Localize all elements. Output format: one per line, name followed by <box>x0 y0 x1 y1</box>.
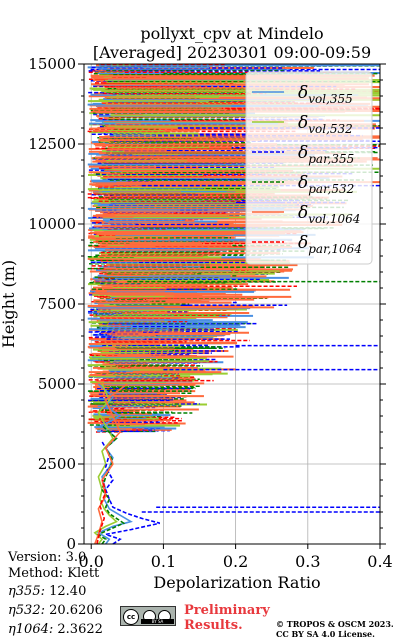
eta355-label: η355: <box>8 584 45 599</box>
version-label: Version: 3.0 <box>8 550 87 565</box>
series-line-par355 <box>101 441 161 545</box>
y-tick-label: 0 <box>66 535 76 553</box>
series-line-par1064 <box>96 479 107 545</box>
eta532-value: 20.6206 <box>49 603 103 618</box>
y-tick-label: 12500 <box>28 135 76 153</box>
y-axis-label: Height (m) <box>0 260 18 348</box>
x-axis-label: Depolarization Ratio <box>153 573 320 592</box>
cc-license-icon: cc BY SA <box>120 606 176 626</box>
eta355-row: η355: 12.40 <box>8 584 86 600</box>
legend-subscript-par532: par,532 <box>308 182 354 196</box>
cc-icon: cc <box>123 609 139 625</box>
x-tick-label: 0.3 <box>295 552 320 571</box>
copyright-line-2: CC BY SA 4.0 License. <box>276 629 375 639</box>
x-tick-label: 0.4 <box>367 552 392 571</box>
legend-subscript-vol532: vol,532 <box>308 122 353 136</box>
y-tick-label: 10000 <box>28 215 76 233</box>
series-line-vol1064 <box>94 383 128 545</box>
eta355-value: 12.40 <box>49 584 87 599</box>
axes: 0.0 0.1 0.2 0.3 0.4 0 2500 5000 7500 10000 12500 15… <box>0 55 393 592</box>
eta1064-label: η1064: <box>8 622 54 637</box>
legend-subscript-par355: par,355 <box>308 152 354 166</box>
noise-layer <box>87 63 380 433</box>
legend-subscript-par1064: par,1064 <box>308 242 362 256</box>
x-tick-label: 0.0 <box>78 552 103 571</box>
x-tick-label: 0.1 <box>151 552 176 571</box>
y-tick-label: 2500 <box>38 455 76 473</box>
legend-subscript-vol1064: vol,1064 <box>308 212 360 226</box>
legend-box <box>245 71 373 265</box>
legend-subscript-vol355: vol,355 <box>308 92 353 106</box>
chart-title-line-2: [Averaged] 20230301 09:00-09:59 <box>92 43 372 62</box>
license-badge-label: BY SA <box>141 619 174 624</box>
eta532-row: η532: 20.6206 <box>8 603 103 619</box>
method-label: Method: Klett <box>8 566 100 581</box>
x-tick-label: 0.2 <box>223 552 248 571</box>
y-tick-label: 7500 <box>38 295 76 313</box>
copyright-line-1: © TROPOS & OSCM 2023. <box>276 619 394 629</box>
preliminary-line-2: Results. <box>184 618 243 633</box>
copyright-notice: © TROPOS & OSCM 2023. CC BY SA 4.0 Licen… <box>276 619 394 639</box>
eta532-label: η532: <box>8 603 45 618</box>
preliminary-results: Preliminary Results. <box>184 603 270 633</box>
legend: δvol,355δvol,532δpar,355δpar,532δvol,106… <box>245 71 373 265</box>
chart-title-line-1: pollyxt_cpv at Mindelo <box>140 24 324 43</box>
y-tick-label: 15000 <box>28 55 76 73</box>
eta1064-row: η1064: 2.3622 <box>8 622 103 638</box>
y-tick-label: 5000 <box>38 375 76 393</box>
preliminary-line-1: Preliminary <box>184 603 270 618</box>
eta1064-value: 2.3622 <box>57 622 103 637</box>
series-line-vol355 <box>96 383 133 545</box>
